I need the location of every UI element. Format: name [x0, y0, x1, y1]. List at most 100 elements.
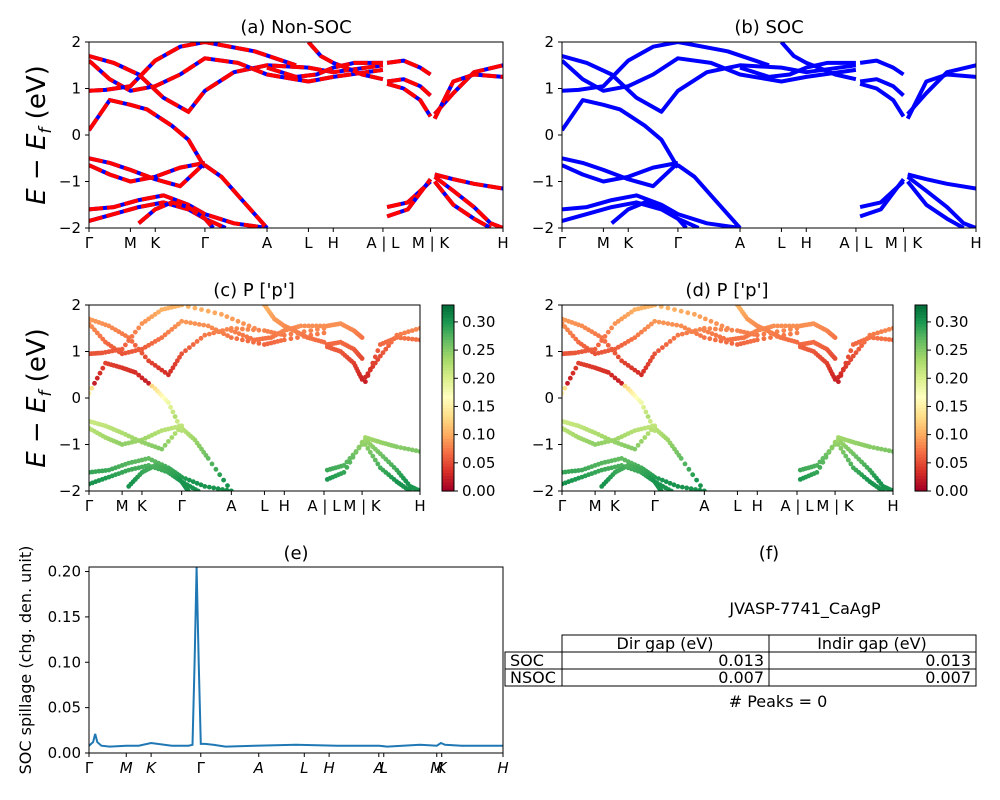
- colorbar-segment: [442, 342, 454, 346]
- projection-point: [288, 331, 294, 337]
- colorbar-tick-label: 0.30: [462, 313, 495, 331]
- projection-point: [697, 314, 703, 319]
- panel-a-yticks: −2 −1 0 1 2: [59, 33, 89, 237]
- projection-point: [645, 431, 651, 436]
- projection-point: [629, 309, 634, 315]
- projection-point: [159, 446, 165, 452]
- ytick-label: 1: [71, 343, 81, 361]
- projection-point: [176, 321, 181, 327]
- ytick-label: −1: [59, 173, 81, 191]
- projection-point: [221, 331, 227, 337]
- projection-point: [848, 348, 854, 354]
- projection-point: [367, 449, 373, 455]
- projection-point: [667, 480, 673, 486]
- projection-point: [172, 361, 178, 367]
- ytick-label: 2: [544, 296, 554, 314]
- xtick-label: K: [610, 497, 621, 515]
- colorbar-segment: [442, 376, 454, 380]
- projection-point: [372, 354, 378, 360]
- panel-b-plot: [562, 42, 976, 228]
- projection-point: [206, 484, 212, 490]
- projection-point: [669, 322, 675, 327]
- colorbar-frame: [914, 304, 928, 492]
- xtick-label: Γ: [674, 234, 683, 252]
- colorbar-segment: [442, 410, 454, 415]
- band-line-nonsoc: [89, 97, 207, 169]
- projection-point: [179, 305, 185, 308]
- projection-point: [347, 459, 353, 465]
- colorbar-segment: [442, 460, 454, 464]
- projection-point: [217, 472, 223, 478]
- projection-point: [665, 305, 671, 311]
- projection-point: [890, 337, 893, 343]
- projection-point: [705, 329, 711, 335]
- projection-point: [871, 445, 877, 450]
- projection-point: [678, 323, 684, 329]
- projection-point: [409, 336, 415, 342]
- projection-point: [235, 318, 241, 324]
- panel-b-frame: [561, 41, 977, 229]
- projection-point: [642, 435, 648, 440]
- xtick-label: K: [437, 759, 448, 777]
- projection-point: [786, 323, 792, 329]
- band-line: [859, 177, 906, 219]
- projection-point: [838, 446, 844, 451]
- projection-point: [209, 461, 215, 467]
- projection-point: [814, 470, 820, 475]
- xtick-label: K: [146, 759, 157, 777]
- colorbar-segment: [915, 478, 927, 483]
- colorbar-segment: [915, 466, 927, 470]
- projection-point: [635, 332, 641, 338]
- panel-a-frame: [88, 41, 504, 229]
- colorbar-segment: [915, 357, 927, 362]
- projection-point: [690, 329, 696, 335]
- projection-point: [625, 363, 631, 368]
- colorbar-segment: [915, 332, 927, 337]
- projection-point: [875, 335, 880, 341]
- band-line: [906, 180, 965, 228]
- projection-point: [132, 370, 138, 375]
- colorbar-segment: [915, 388, 927, 393]
- colorbar-tick-label: 0.20: [935, 369, 968, 387]
- projection-point: [823, 454, 829, 460]
- xtick-label: A | L: [780, 497, 814, 515]
- projection-point: [647, 358, 653, 364]
- projection-point: [417, 449, 420, 454]
- projection-point: [882, 447, 888, 453]
- colorbar-segment: [442, 404, 454, 408]
- colorbar-segment: [915, 354, 927, 359]
- projection-point: [201, 322, 207, 328]
- ytick-label: 0: [544, 389, 554, 407]
- projection-point: [172, 324, 178, 330]
- projection-point: [871, 335, 877, 341]
- projection-point: [725, 325, 730, 331]
- projection-point: [321, 330, 327, 336]
- projection-point: [166, 400, 171, 405]
- colorbar-segment: [915, 339, 927, 343]
- projection-point: [402, 446, 407, 451]
- projection-point: [142, 318, 148, 324]
- colorbar-segment: [915, 475, 927, 480]
- xtick-label: M: [589, 497, 602, 515]
- projection-point: [224, 314, 230, 319]
- xtick-label: M | K: [412, 234, 451, 252]
- projection-point: [826, 449, 832, 455]
- colorbar-segment: [442, 388, 454, 393]
- colorbar-segment: [442, 317, 454, 322]
- projection-point: [183, 319, 189, 325]
- projection-point: [350, 454, 356, 460]
- projection-point: [149, 383, 155, 389]
- band-line: [905, 72, 976, 120]
- projection-point: [615, 378, 621, 383]
- xtick-label: H: [323, 759, 334, 777]
- projection-point: [211, 485, 217, 491]
- projection-point: [658, 305, 664, 309]
- projection-point: [713, 332, 719, 338]
- projection-point: [372, 457, 378, 463]
- projection-point: [217, 329, 223, 335]
- colorbar-segment: [915, 336, 927, 340]
- ytick-label: −2: [59, 219, 81, 237]
- projection-point: [341, 470, 347, 475]
- projection-point: [406, 446, 411, 452]
- colorbar-segment: [915, 419, 927, 424]
